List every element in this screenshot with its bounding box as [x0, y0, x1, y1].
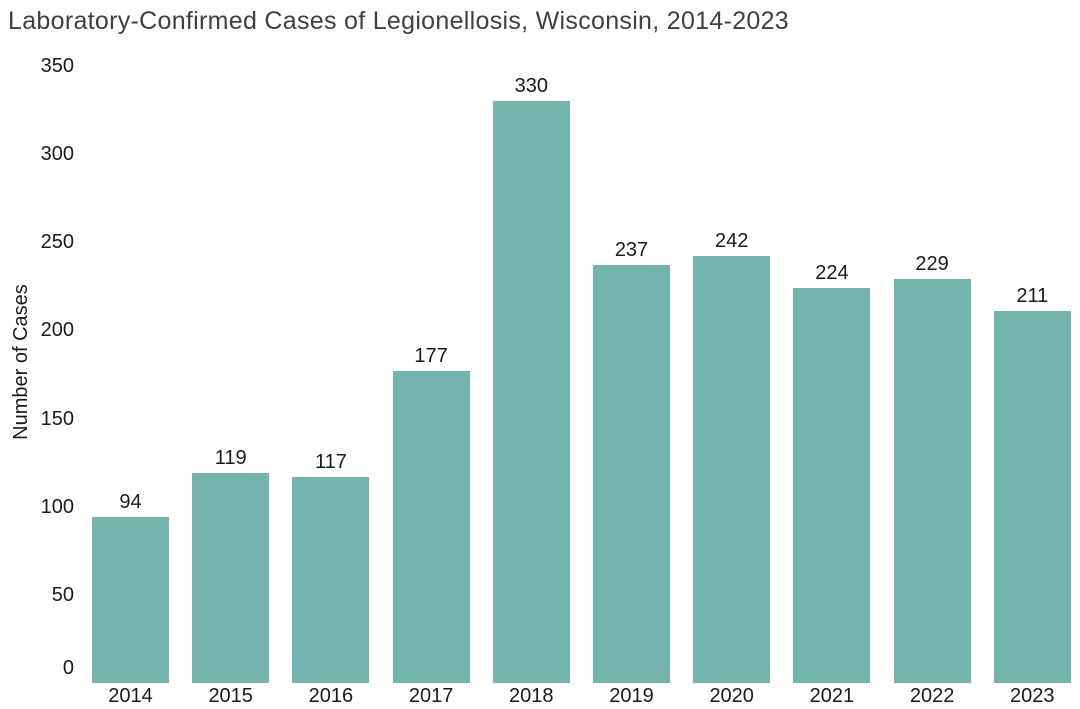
bar-value-label-2014: 94 [119, 491, 142, 514]
bar-2021 [793, 288, 871, 683]
bar-value-label-2015: 119 [214, 447, 247, 470]
y-tick-label-50: 50 [51, 583, 74, 606]
bar-2018 [492, 101, 570, 683]
bar-2019 [593, 265, 670, 683]
bar-2016 [292, 476, 370, 683]
bar-value-label-2022: 229 [915, 253, 949, 276]
bar-value-label-2017: 177 [414, 344, 448, 367]
bar-value-label-2019: 237 [614, 239, 649, 262]
x-tick-label-2017: 2017 [408, 685, 454, 707]
x-tick-label-2020: 2020 [709, 685, 754, 707]
chart-title: Laboratory-Confirmed Cases of Legionello… [8, 7, 790, 35]
x-tick-label-2018: 2018 [509, 685, 554, 707]
y-tick-label-0: 0 [62, 657, 74, 679]
x-tick-label-2016: 2016 [308, 685, 354, 707]
y-tick-label-300: 300 [40, 143, 74, 166]
y-tick-label-150: 150 [40, 407, 74, 430]
bar-value-label-2016: 117 [314, 450, 347, 473]
x-tick-label-2019: 2019 [609, 685, 654, 707]
bar-2020 [693, 256, 771, 683]
x-tick-label-2023: 2023 [1010, 685, 1055, 707]
y-tick-label-250: 250 [40, 231, 74, 254]
bar-2022 [893, 279, 971, 683]
y-tick-label-100: 100 [40, 495, 74, 518]
x-tick-label-2015: 2015 [208, 685, 253, 707]
bar-2023 [993, 311, 1071, 683]
bar-2017 [392, 370, 470, 683]
bar-value-label-2020: 242 [715, 230, 749, 253]
y-tick-label-350: 350 [40, 55, 74, 77]
bar-value-label-2023: 211 [1016, 285, 1049, 308]
x-tick-label-2014: 2014 [108, 685, 153, 707]
y-tick-label-200: 200 [40, 319, 74, 342]
x-tick-label-2022: 2022 [909, 685, 955, 707]
bar-value-label-2018: 330 [514, 75, 548, 98]
bar-2014 [92, 517, 169, 683]
y-axis-title: Number of Cases [10, 284, 32, 440]
bar-2015 [192, 473, 270, 683]
x-tick-label-2021: 2021 [809, 685, 855, 707]
bar-value-label-2021: 224 [815, 262, 849, 285]
